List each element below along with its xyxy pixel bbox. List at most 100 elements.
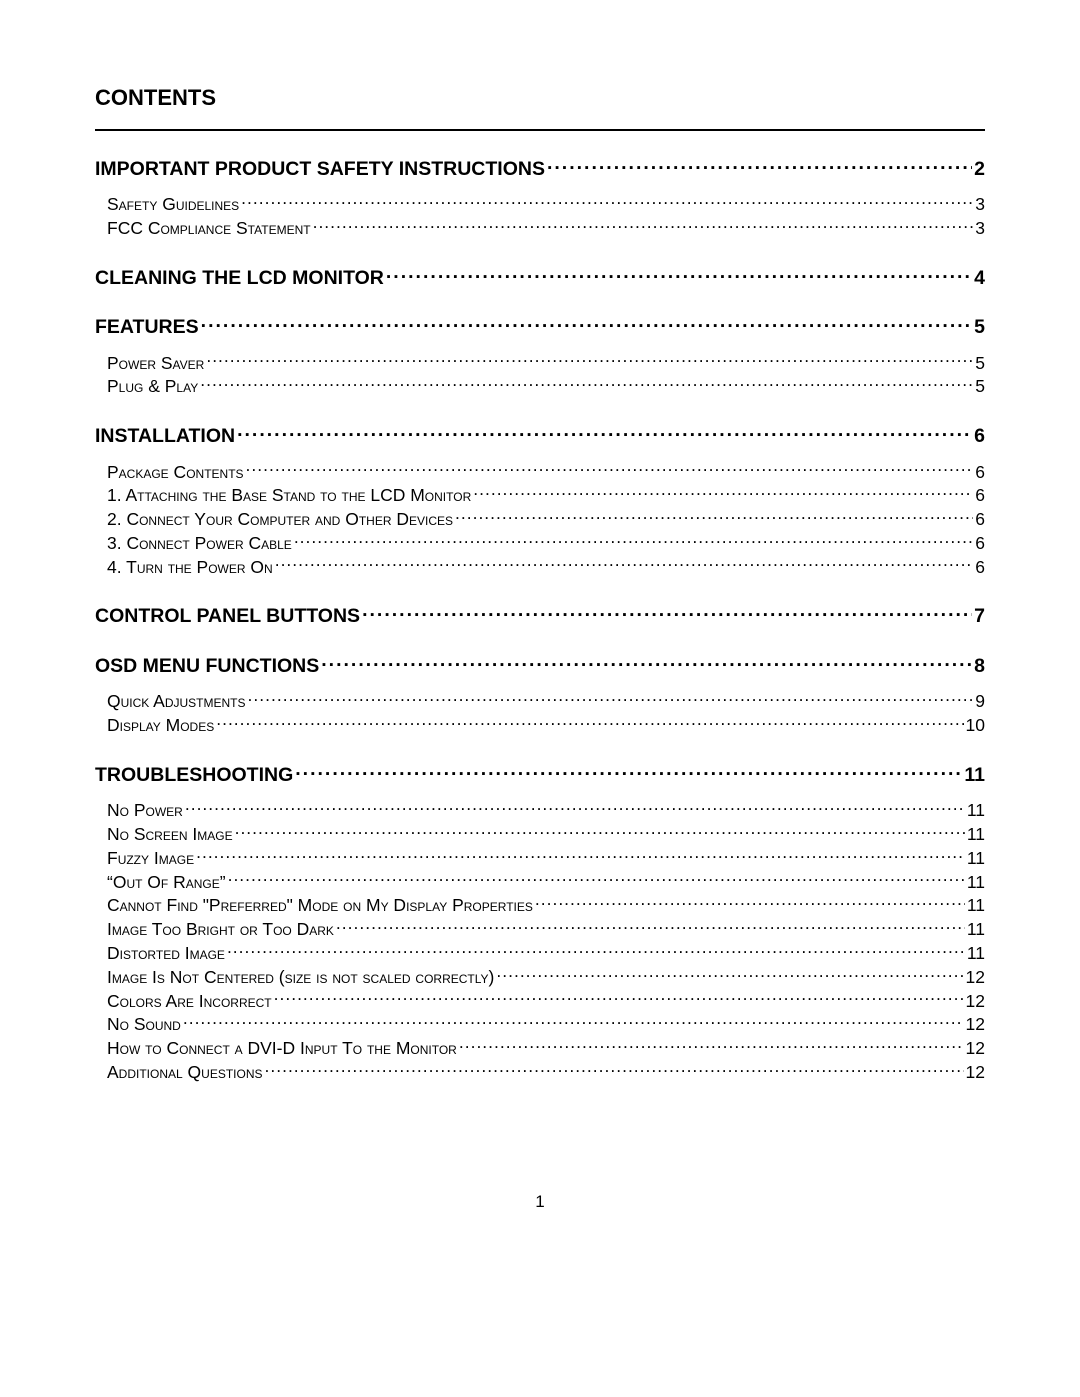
toc-page: 4 [974, 267, 985, 290]
toc-subitem: 2. Connect Your Computer and Other Devic… [107, 508, 985, 532]
toc-leader [228, 870, 965, 888]
toc-leader [265, 1060, 964, 1078]
toc-subitem: No Screen Image11 [107, 823, 985, 847]
toc-label: IMPORTANT PRODUCT SAFETY INSTRUCTIONS [95, 158, 545, 181]
toc-leader [274, 989, 964, 1007]
toc-leader [248, 690, 974, 708]
toc-leader [183, 1013, 964, 1031]
toc-page: 12 [966, 1013, 985, 1036]
toc-section: TROUBLESHOOTING 11 [95, 761, 985, 787]
toc-leader [362, 603, 972, 623]
toc-page: 2 [974, 158, 985, 181]
toc-label: 3. Connect Power Cable [107, 532, 292, 555]
toc-page: 11 [967, 918, 985, 941]
toc-page: 11 [967, 847, 985, 870]
toc-subitem: No Sound12 [107, 1013, 985, 1037]
page: CONTENTS IMPORTANT PRODUCT SAFETY INSTRU… [0, 0, 1080, 1084]
toc-leader [235, 823, 965, 841]
toc-page: 6 [975, 508, 985, 531]
toc-label: TROUBLESHOOTING [95, 764, 293, 787]
toc-label: How to Connect a DVI-D Input To the Moni… [107, 1037, 457, 1060]
toc-label: INSTALLATION [95, 425, 235, 448]
toc-leader [196, 846, 965, 864]
toc-leader [246, 460, 974, 478]
toc-page: 5 [974, 316, 985, 339]
toc-label: Additional Questions [107, 1061, 263, 1084]
toc-label: 1. Attaching the Base Stand to the LCD M… [107, 484, 471, 507]
contents-title: CONTENTS [95, 85, 985, 111]
toc-page: 6 [975, 484, 985, 507]
toc-subitem: “Out Of Range” 11 [107, 870, 985, 894]
toc-label: Cannot Find "Preferred" Mode on My Displ… [107, 894, 533, 917]
toc-leader [275, 555, 974, 573]
toc-subitem: Image Is Not Centered (size is not scale… [107, 965, 985, 989]
toc-label: No Power [107, 799, 183, 822]
toc-subitem: Cannot Find "Preferred" Mode on My Displ… [107, 894, 985, 918]
toc-subitem: Fuzzy Image 11 [107, 846, 985, 870]
toc-label: Safety Guidelines [107, 193, 239, 216]
table-of-contents: IMPORTANT PRODUCT SAFETY INSTRUCTIONS 2 Sa… [95, 155, 985, 1084]
toc-leader [386, 264, 972, 284]
toc-label: Colors Are Incorrect [107, 990, 272, 1013]
toc-page: 9 [975, 690, 985, 713]
toc-leader [201, 314, 972, 334]
toc-page: 11 [967, 942, 985, 965]
toc-leader [227, 942, 965, 960]
toc-page: 11 [967, 894, 985, 917]
toc-page: 12 [966, 966, 985, 989]
toc-leader [321, 652, 972, 672]
toc-page: 12 [966, 1037, 985, 1060]
toc-leader [216, 714, 963, 732]
toc-subitem: Safety Guidelines3 [107, 193, 985, 217]
toc-leader [535, 894, 965, 912]
toc-label: Package Contents [107, 461, 244, 484]
toc-subitem: 3. Connect Power Cable 6 [107, 531, 985, 555]
toc-page: 12 [966, 1061, 985, 1084]
toc-subitem: Distorted Image 11 [107, 942, 985, 966]
toc-subitem: 4. Turn the Power On6 [107, 555, 985, 579]
toc-page: 10 [966, 714, 985, 737]
toc-page: 11 [964, 764, 985, 787]
toc-subitem: No Power11 [107, 799, 985, 823]
toc-leader [185, 799, 965, 817]
toc-leader [459, 1037, 964, 1055]
toc-leader [295, 761, 962, 781]
toc-label: CONTROL PANEL BUTTONS [95, 605, 360, 628]
toc-label: Fuzzy Image [107, 847, 194, 870]
toc-label: 2. Connect Your Computer and Other Devic… [107, 508, 453, 531]
toc-label: Image Is Not Centered (size is not scale… [107, 966, 494, 989]
toc-page: 6 [975, 556, 985, 579]
toc-subitem: Quick Adjustments9 [107, 690, 985, 714]
toc-section: FEATURES 5 [95, 314, 985, 340]
toc-label: Power Saver [107, 352, 204, 375]
toc-page: 5 [975, 375, 985, 398]
toc-label: Image Too Bright or Too Dark [107, 918, 334, 941]
toc-leader [336, 918, 965, 936]
toc-page: 11 [967, 871, 985, 894]
toc-subitem: Image Too Bright or Too Dark 11 [107, 918, 985, 942]
toc-subitem: Colors Are Incorrect12 [107, 989, 985, 1013]
toc-section: CLEANING THE LCD MONITOR4 [95, 264, 985, 290]
toc-page: 6 [975, 532, 985, 555]
toc-leader [294, 531, 973, 549]
toc-leader [200, 375, 973, 393]
toc-label: OSD MENU FUNCTIONS [95, 655, 319, 678]
divider [95, 129, 985, 131]
toc-subitem: Plug & Play 5 [107, 375, 985, 399]
toc-leader [547, 155, 972, 175]
toc-subitem: How to Connect a DVI-D Input To the Moni… [107, 1037, 985, 1061]
toc-label: No Screen Image [107, 823, 233, 846]
toc-leader [206, 351, 973, 369]
toc-page: 3 [975, 217, 985, 240]
toc-label: Plug & Play [107, 375, 198, 398]
toc-section: INSTALLATION6 [95, 423, 985, 449]
toc-leader [313, 216, 974, 234]
toc-label: FEATURES [95, 316, 199, 339]
toc-leader [237, 423, 972, 443]
toc-subitem: Package Contents6 [107, 460, 985, 484]
toc-label: “Out Of Range” [107, 871, 226, 894]
toc-subitem: FCC Compliance Statement3 [107, 216, 985, 240]
toc-leader [496, 965, 963, 983]
toc-section: CONTROL PANEL BUTTONS7 [95, 603, 985, 629]
toc-label: Distorted Image [107, 942, 225, 965]
